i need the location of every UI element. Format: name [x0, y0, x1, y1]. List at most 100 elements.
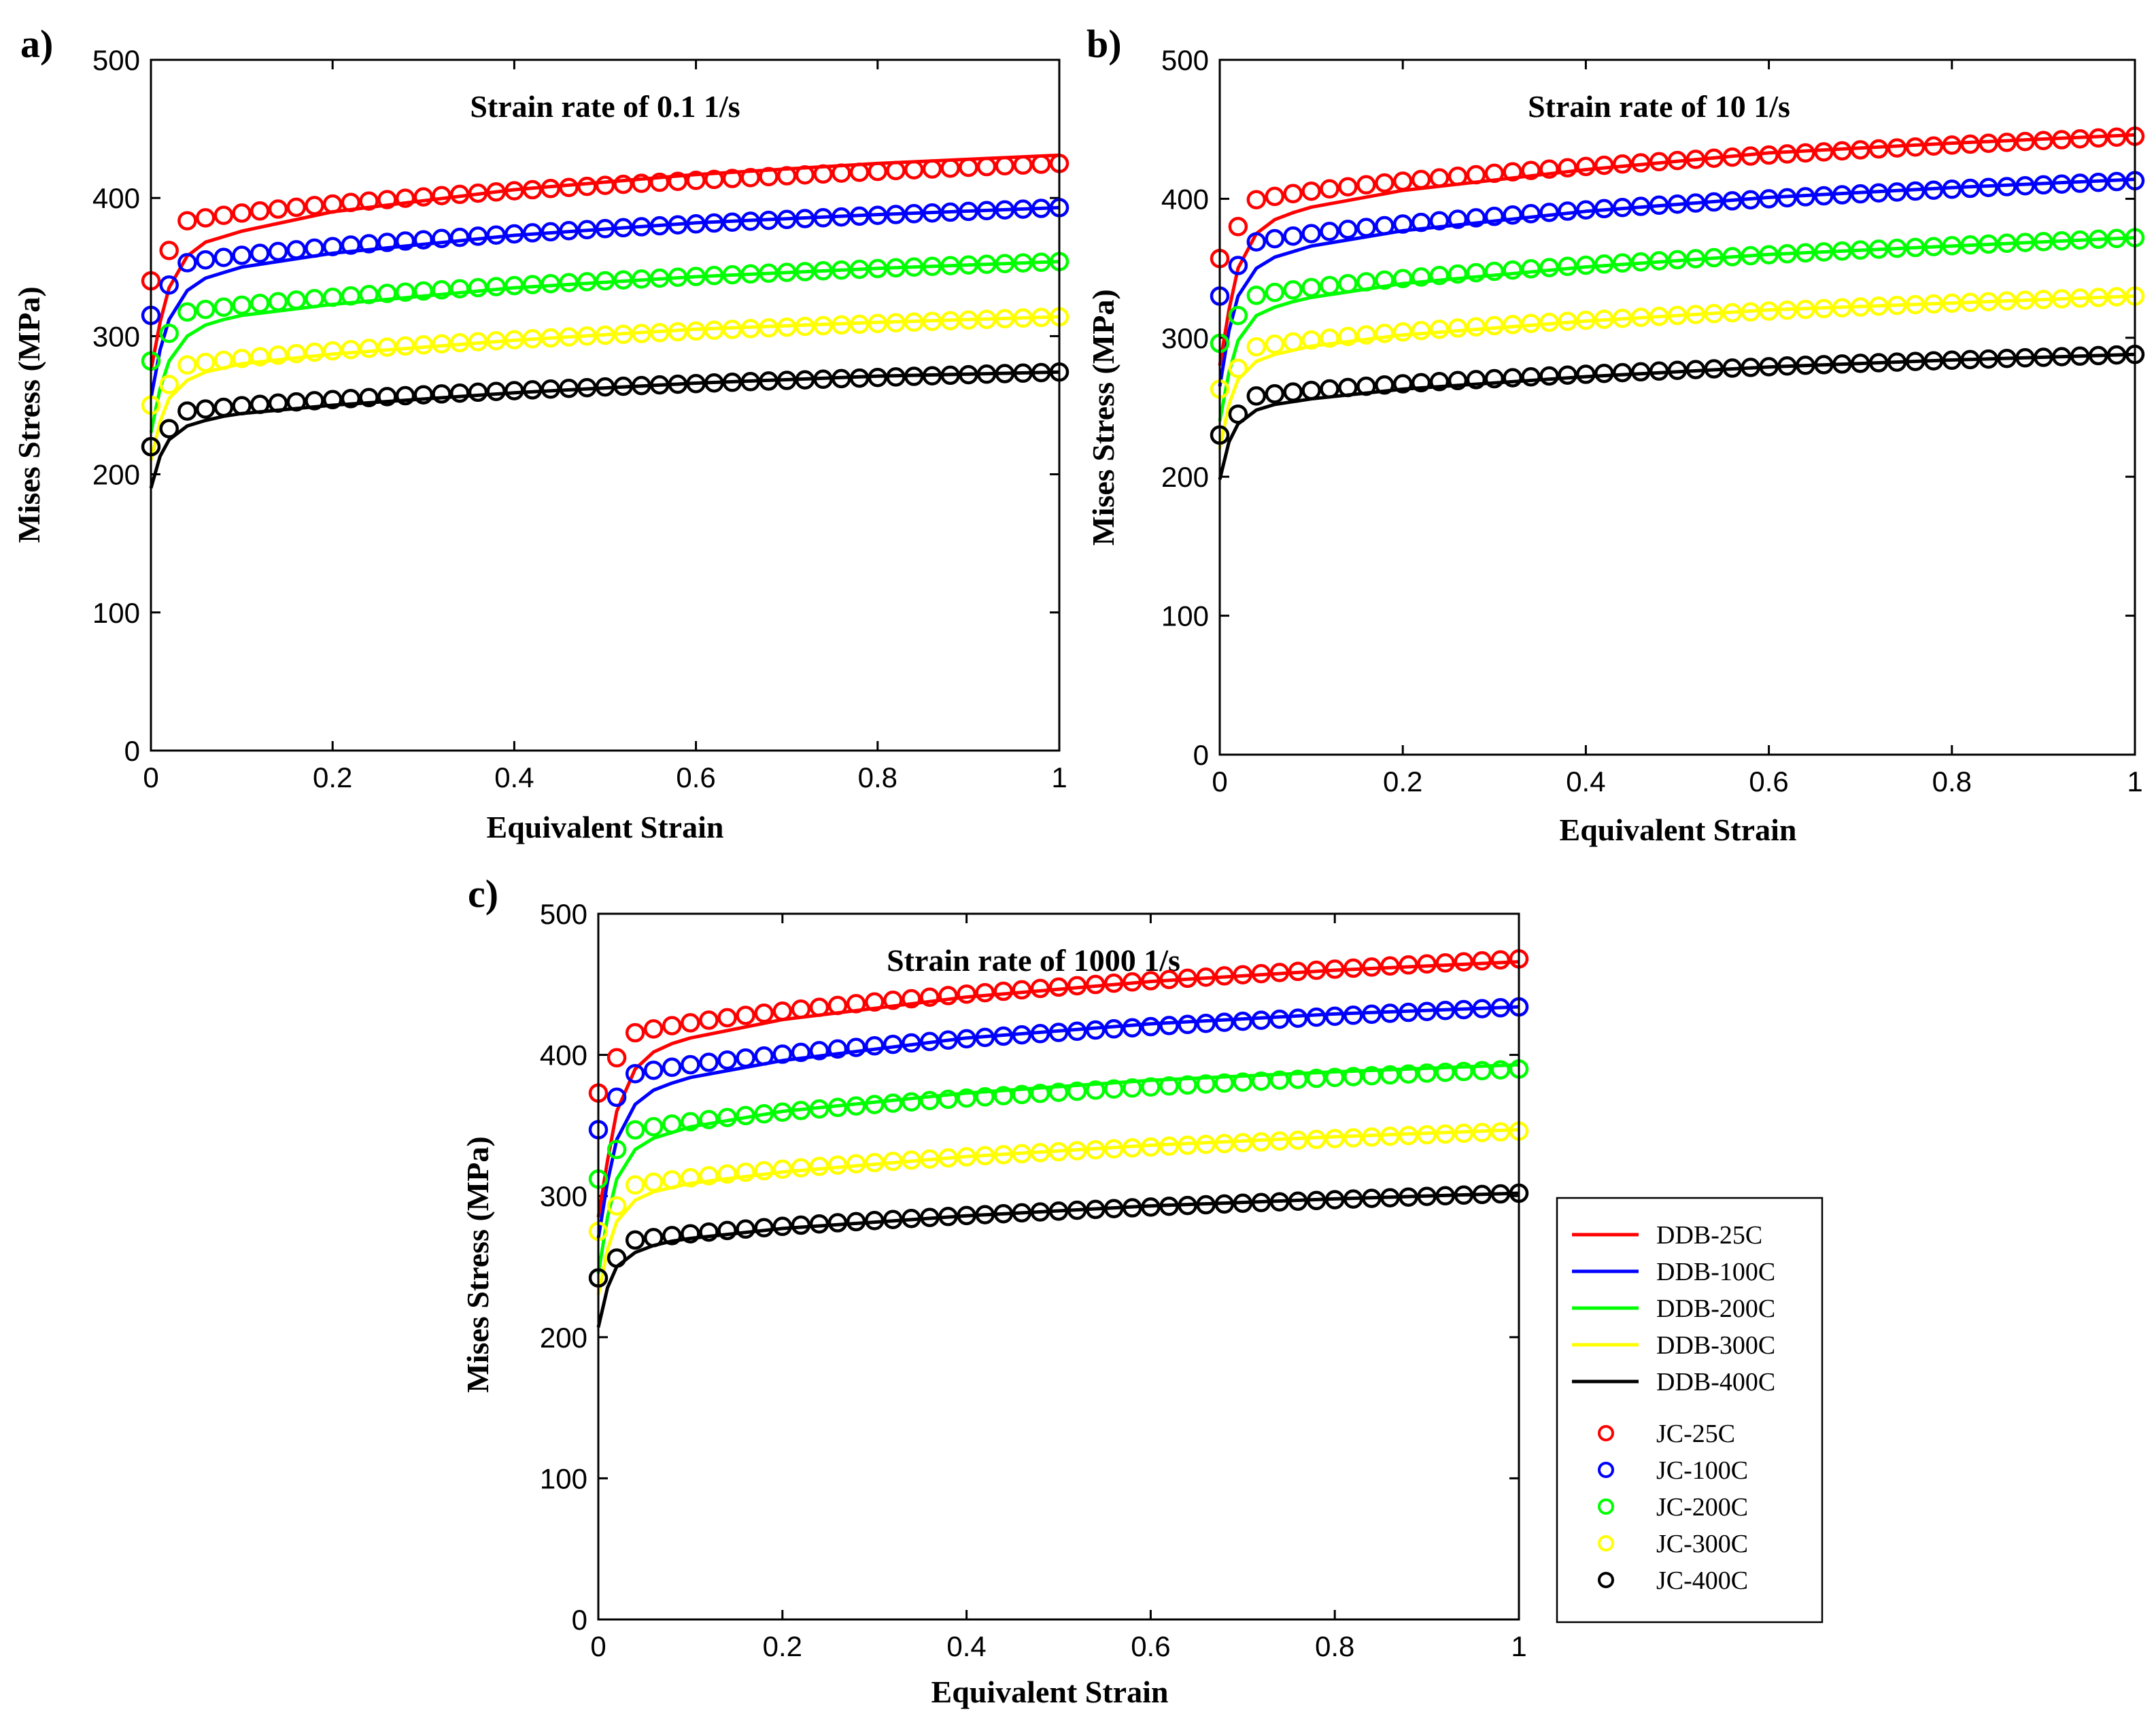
data-point-jc-300c — [1306, 1129, 1327, 1150]
data-point-jc-400c — [413, 385, 434, 405]
data-point-jc-400c — [1269, 1192, 1290, 1212]
data-point-jc-400c — [938, 1207, 958, 1226]
data-point-jc-300c — [1320, 328, 1339, 348]
data-point-jc-200c — [1722, 247, 1743, 267]
panel-a-ylabel: Mises Stress (MPa) — [12, 286, 46, 543]
legend-label-ddb-400c: DDB-400C — [1656, 1368, 1775, 1396]
data-point-jc-200c — [1085, 1080, 1106, 1100]
data-point-jc-200c — [686, 267, 706, 286]
data-point-jc-200c — [613, 270, 633, 290]
data-point-jc-300c — [668, 322, 688, 342]
data-point-jc-25c — [1288, 961, 1308, 982]
data-point-jc-100c — [1375, 216, 1394, 236]
data-point-jc-300c — [2088, 288, 2108, 307]
data-point-jc-400c — [809, 1214, 829, 1234]
data-point-jc-200c — [1997, 233, 2017, 254]
xtick-label: 0.8 — [858, 761, 897, 793]
data-point-jc-200c — [1159, 1076, 1179, 1096]
data-point-jc-200c — [1539, 258, 1559, 277]
data-point-jc-100c — [1246, 232, 1267, 252]
data-point-jc-200c — [754, 1104, 774, 1124]
data-point-jc-200c — [232, 295, 252, 315]
data-point-jc-300c — [2034, 290, 2053, 309]
data-point-jc-400c — [2052, 347, 2072, 366]
data-point-jc-400c — [2088, 345, 2108, 366]
data-point-jc-400c — [232, 396, 252, 416]
data-point-jc-25c — [1320, 179, 1339, 199]
data-point-jc-100c — [1722, 191, 1743, 211]
data-point-jc-25c — [886, 160, 906, 181]
ytick-label: 300 — [1161, 322, 1209, 354]
data-point-jc-400c — [1362, 1188, 1382, 1208]
data-point-jc-25c — [2106, 127, 2127, 147]
data-point-jc-200c — [468, 277, 488, 298]
data-point-jc-300c — [1868, 296, 1889, 316]
data-point-jc-400c — [1814, 355, 1834, 375]
data-point-jc-25c — [432, 186, 451, 205]
data-point-jc-100c — [1979, 177, 1998, 197]
data-point-jc-25c — [1429, 168, 1450, 188]
data-point-jc-200c — [159, 324, 179, 343]
data-point-jc-400c — [1887, 352, 1907, 372]
panel-b-title: Strain rate of 10 1/s — [1528, 89, 1790, 124]
data-point-jc-25c — [1997, 133, 2017, 152]
data-point-jc-300c — [1265, 334, 1285, 354]
data-point-jc-25c — [1178, 968, 1197, 989]
data-point-jc-300c — [1503, 315, 1522, 334]
data-point-jc-400c — [2106, 345, 2127, 365]
data-point-jc-100c — [1048, 1023, 1069, 1042]
data-point-jc-100c — [957, 1029, 976, 1049]
data-point-jc-100c — [1324, 1006, 1345, 1026]
data-point-jc-200c — [1375, 270, 1394, 290]
xtick-label: 0.2 — [313, 761, 352, 793]
data-point-jc-200c — [1558, 256, 1577, 277]
data-point-jc-25c — [704, 169, 724, 190]
data-point-jc-400c — [1392, 374, 1413, 394]
data-point-jc-100c — [541, 222, 561, 242]
data-point-jc-300c — [1997, 291, 2017, 311]
data-point-jc-25c — [1375, 173, 1394, 193]
legend-box — [1556, 1197, 1824, 1624]
data-point-jc-400c — [868, 367, 888, 388]
ytick-label: 200 — [92, 459, 140, 491]
data-point-jc-100c — [1013, 199, 1033, 219]
data-point-jc-100c — [449, 227, 470, 247]
data-point-jc-300c — [286, 343, 307, 364]
data-point-jc-300c — [577, 326, 597, 346]
data-point-jc-100c — [1905, 181, 1926, 201]
data-point-jc-400c — [486, 381, 506, 401]
data-point-jc-100c — [1503, 205, 1522, 225]
data-point-jc-100c — [975, 1027, 995, 1048]
data-point-jc-25c — [1905, 137, 1926, 157]
data-point-jc-100c — [341, 235, 361, 255]
data-point-jc-400c — [1196, 1195, 1216, 1215]
data-point-jc-25c — [864, 992, 885, 1012]
data-point-jc-300c — [976, 309, 997, 330]
data-point-jc-400c — [1490, 1184, 1511, 1204]
legend-label-ddb-200c: DDB-200C — [1656, 1294, 1775, 1323]
data-point-jc-300c — [1704, 304, 1724, 324]
data-point-jc-200c — [704, 266, 724, 286]
data-point-jc-25c — [1759, 145, 1779, 165]
data-point-jc-200c — [377, 284, 397, 303]
data-point-jc-100c — [1558, 201, 1577, 221]
data-point-jc-200c — [1306, 1068, 1327, 1088]
data-point-jc-100c — [1576, 200, 1596, 220]
data-point-jc-400c — [922, 366, 942, 385]
data-point-jc-25c — [577, 176, 597, 196]
data-point-jc-100c — [1214, 1012, 1234, 1032]
data-point-jc-400c — [1905, 351, 1926, 371]
data-point-jc-300c — [1031, 307, 1051, 328]
data-point-jc-100c — [559, 221, 579, 241]
data-point-jc-400c — [722, 373, 742, 392]
data-point-jc-300c — [1196, 1134, 1216, 1154]
data-point-jc-25c — [827, 995, 848, 1016]
ytick-label: 500 — [1161, 44, 1209, 76]
data-point-jc-400c — [1178, 1195, 1197, 1216]
data-point-jc-100c — [791, 1042, 811, 1063]
data-point-jc-200c — [1979, 234, 1998, 254]
data-point-jc-400c — [1576, 364, 1596, 384]
data-point-jc-200c — [1942, 236, 1962, 256]
data-point-jc-300c — [1085, 1139, 1106, 1160]
data-point-jc-200c — [541, 273, 561, 294]
